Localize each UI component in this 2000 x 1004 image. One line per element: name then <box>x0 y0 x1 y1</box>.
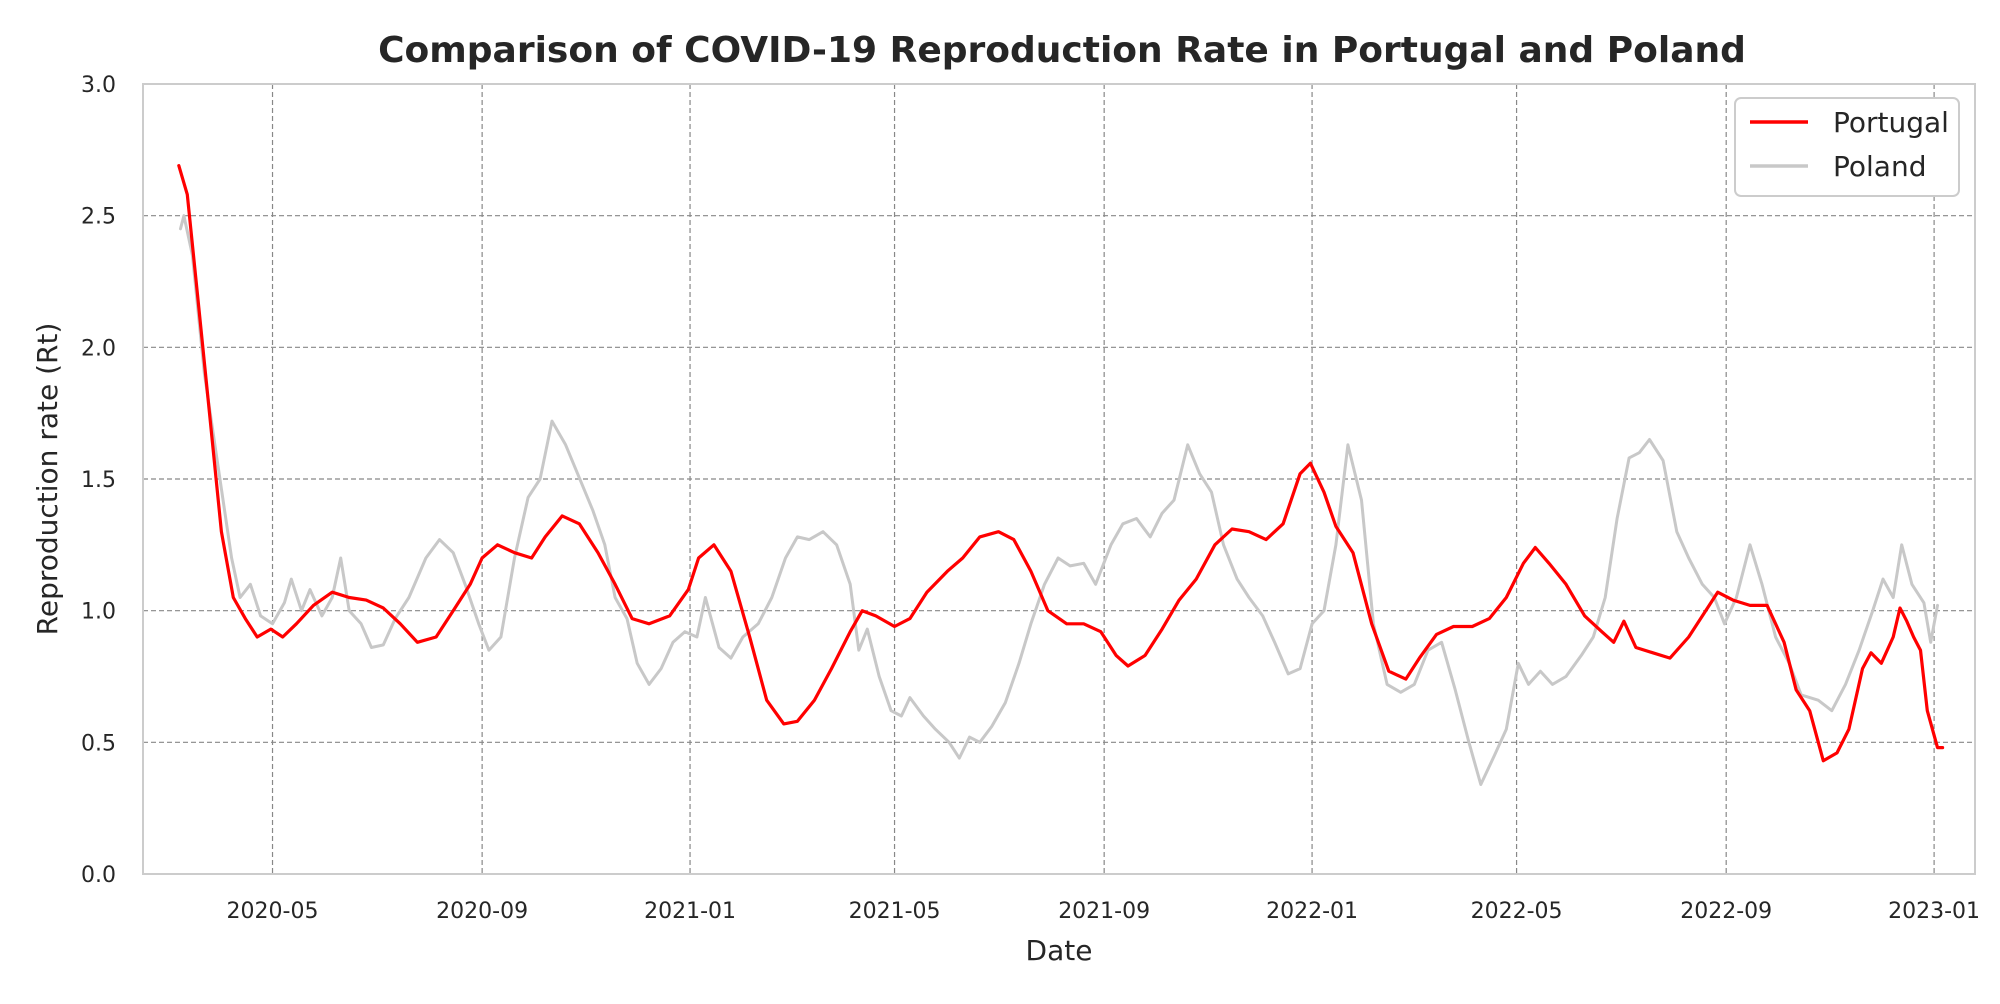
y-axis-label: Reproduction rate (Rt) <box>31 323 64 636</box>
series-line-poland <box>179 214 1939 786</box>
x-tick-label: 2020-05 <box>227 899 319 924</box>
x-tick-label: 2020-09 <box>436 899 528 924</box>
y-tick-label: 0.0 <box>81 863 116 888</box>
x-tick-label: 2022-01 <box>1266 899 1358 924</box>
y-tick-label: 1.5 <box>81 468 116 493</box>
series-layer <box>177 164 1945 786</box>
y-tick-label: 2.5 <box>81 205 116 230</box>
chart-title: Comparison of COVID-19 Reproduction Rate… <box>378 30 1746 71</box>
legend-label-portugal: Portugal <box>1833 106 1949 139</box>
tick-layer: 2020-05 2020-09 2021-01 2021-05 2021-09 2022-… <box>81 73 1980 924</box>
y-tick-label: 0.5 <box>81 731 116 756</box>
plot-frame <box>142 83 1976 875</box>
x-tick-label: 2021-09 <box>1058 899 1150 924</box>
x-tick-label: 2022-05 <box>1471 899 1563 924</box>
y-tick-label: 2.0 <box>81 336 116 361</box>
x-axis-label: Date <box>1026 934 1093 967</box>
x-tick-label: 2021-01 <box>644 899 736 924</box>
x-tick-label: 2023-01 <box>1888 899 1980 924</box>
x-tick-label: 2022-09 <box>1680 899 1772 924</box>
y-tick-label: 1.0 <box>81 600 116 625</box>
legend-label-poland: Poland <box>1833 150 1926 183</box>
y-tick-label: 3.0 <box>81 73 116 98</box>
x-tick-label: 2021-05 <box>849 899 941 924</box>
grid-layer <box>143 84 1975 874</box>
legend: Portugal Poland <box>1734 97 1960 197</box>
series-line-portugal <box>177 164 1945 763</box>
